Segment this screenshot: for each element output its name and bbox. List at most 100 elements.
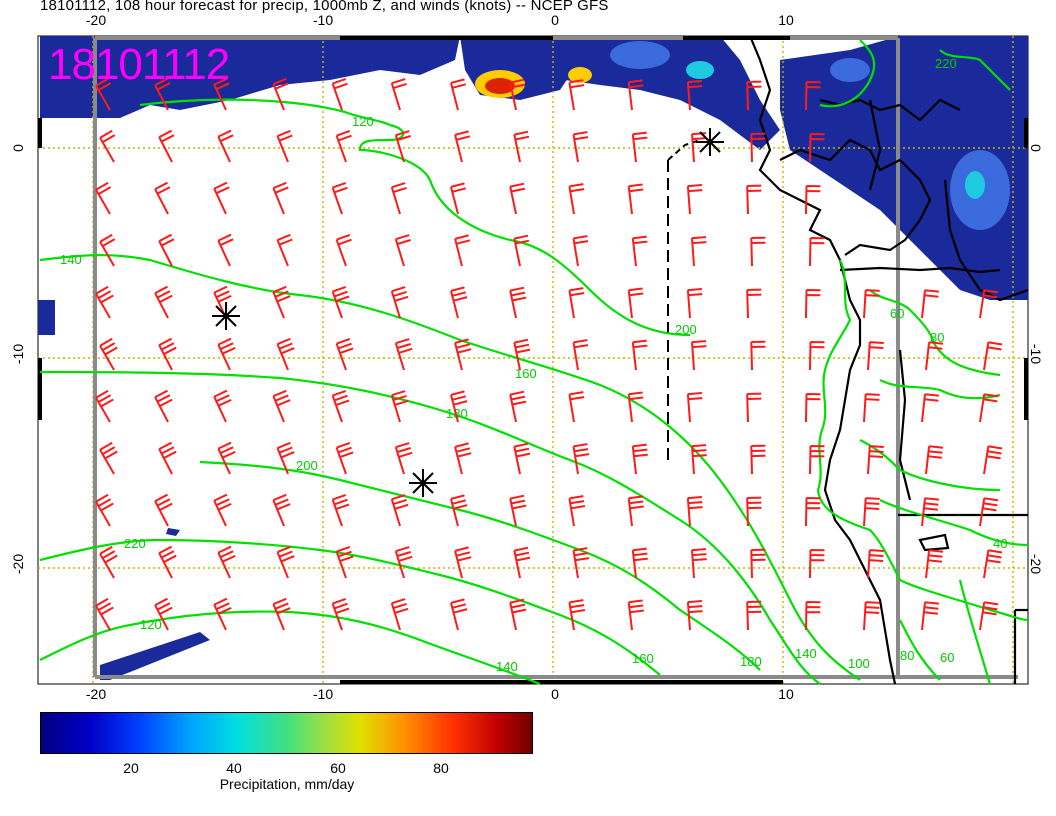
wind-barb	[572, 235, 589, 267]
wind-barb	[331, 389, 350, 423]
wind-barb	[631, 547, 648, 579]
contour-labels: 120 140 160 180 200 220 120 140 160 180 …	[60, 56, 1007, 674]
wind-barb	[454, 546, 472, 579]
lon-tick-bottom: 10	[778, 686, 794, 702]
wind-barb	[513, 338, 531, 371]
wind-barb	[746, 496, 762, 527]
wind-barb	[394, 130, 411, 163]
contour-label: 140	[60, 252, 82, 267]
wind-barb	[631, 235, 648, 267]
wind-barb	[983, 549, 1003, 579]
lon-tick-bottom: 0	[551, 686, 559, 702]
wind-barb	[331, 181, 348, 215]
wind-barb	[272, 181, 289, 215]
wind-barb	[863, 289, 880, 319]
wind-barb	[691, 132, 707, 163]
wind-barb	[95, 597, 114, 631]
wind-barb	[568, 79, 585, 111]
wind-barb	[809, 237, 825, 267]
wind-barb	[572, 339, 589, 371]
lat-tick-right: -20	[1028, 553, 1045, 575]
wind-barb	[686, 184, 703, 215]
wind-barb	[568, 599, 586, 631]
wind-barb	[217, 545, 236, 579]
lon-tick-bottom: -10	[312, 686, 334, 702]
wind-barb	[509, 182, 526, 215]
wind-barb	[331, 77, 348, 111]
wind-barb	[631, 443, 648, 475]
lat-tick-right: 0	[1027, 144, 1044, 152]
wind-barb	[390, 286, 409, 319]
wind-barb	[983, 341, 1003, 371]
wind-barb	[921, 497, 940, 527]
wind-barb	[390, 494, 409, 527]
wind-barb	[213, 285, 232, 319]
lat-tick-left: 0	[9, 144, 26, 152]
wind-barb	[335, 337, 354, 371]
wind-barb	[99, 233, 116, 267]
colorbar-tick: 20	[123, 760, 139, 776]
wind-barb	[746, 80, 762, 111]
wind-barb	[276, 545, 295, 579]
wind-barb	[750, 236, 766, 267]
wind-barb	[750, 132, 766, 163]
lon-tick-top: 10	[778, 12, 794, 28]
wind-barb	[394, 442, 413, 475]
wind-barb	[509, 286, 527, 319]
wind-barb	[272, 597, 291, 631]
wind-barb	[805, 601, 821, 631]
lon-tick-top: 0	[551, 12, 559, 28]
wind-barb	[979, 497, 999, 527]
lat-tick-right: -10	[1028, 343, 1045, 365]
wind-barb	[863, 601, 880, 631]
wind-barb	[809, 133, 825, 163]
contour-label: 100	[848, 656, 870, 671]
wind-barb	[276, 129, 293, 163]
wind-barb	[568, 183, 585, 215]
wind-barb	[691, 236, 707, 267]
wind-barb	[450, 78, 467, 111]
wind-barb	[213, 493, 232, 527]
wind-barb	[276, 337, 295, 371]
wind-barb	[746, 600, 762, 631]
wind-barb	[631, 339, 648, 371]
wind-barb	[983, 445, 1003, 475]
contour-label: 200	[296, 458, 318, 473]
wind-barb	[394, 234, 411, 267]
wind-barb	[158, 337, 177, 371]
wind-barb	[631, 131, 648, 163]
colorbar-tick: 40	[226, 760, 242, 776]
wind-barb	[99, 441, 118, 475]
wind-barb	[154, 389, 173, 423]
wind-barb	[686, 600, 703, 631]
wind-barb	[158, 129, 175, 163]
wind-barb	[568, 287, 585, 319]
wind-barb	[217, 233, 234, 267]
height-contours	[39, 39, 1029, 686]
wind-barb	[921, 289, 940, 319]
lon-tick-bottom: -20	[85, 686, 107, 702]
wind-barb	[568, 391, 585, 423]
contour-label: 60	[940, 650, 954, 665]
wind-barb	[746, 288, 762, 319]
lat-tick-left: -10	[10, 343, 27, 365]
wind-barb	[750, 444, 766, 475]
wind-barb	[276, 441, 295, 475]
contour-label: 160	[632, 651, 654, 666]
wind-barb	[335, 129, 352, 163]
wind-barb	[979, 393, 999, 423]
wind-barb	[513, 234, 530, 267]
wind-barb	[272, 389, 291, 423]
wind-barb	[979, 601, 999, 631]
wind-barb	[394, 338, 413, 371]
wind-barb	[627, 79, 644, 111]
wind-barb	[746, 184, 762, 215]
wind-barb	[572, 547, 590, 579]
contour-label: 160	[515, 366, 537, 381]
wind-barb	[454, 130, 471, 163]
wind-barb	[99, 129, 116, 163]
wind-barb	[509, 494, 527, 527]
wind-barb	[99, 545, 118, 579]
contour-label: 120	[352, 114, 374, 129]
wind-barb	[154, 597, 173, 631]
